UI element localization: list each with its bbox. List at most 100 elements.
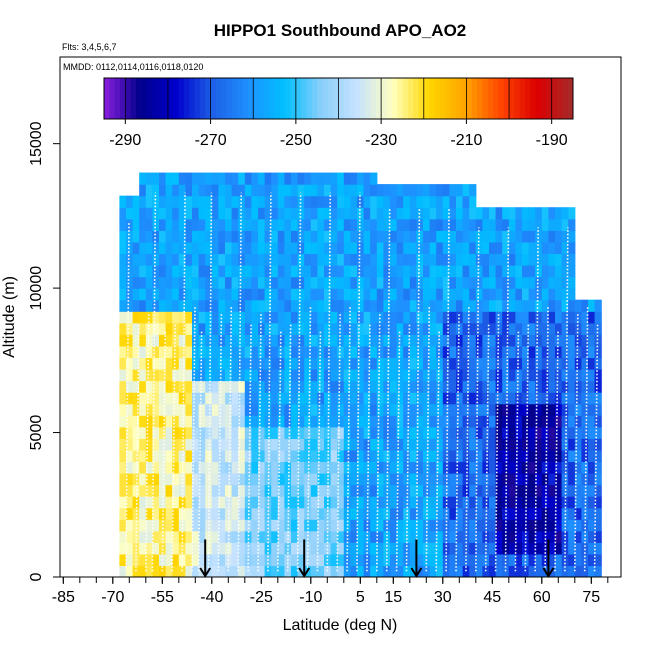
- heatmap-cell: [383, 369, 391, 382]
- heatmap-cell: [211, 241, 219, 255]
- heatmap-cell: [185, 230, 193, 243]
- heatmap-cell: [132, 369, 140, 382]
- heatmap-cell: [225, 334, 233, 347]
- colorbar-frame: [103, 77, 574, 120]
- heatmap-cell: [126, 322, 134, 335]
- heatmap-cell: [370, 507, 378, 520]
- heatmap-cell: [350, 299, 358, 312]
- heatmap-cell: [159, 438, 167, 451]
- heatmap-cell: [350, 218, 358, 231]
- heatmap-cell: [508, 345, 516, 359]
- heatmap-cell: [198, 519, 206, 532]
- heatmap-cell: [244, 369, 252, 382]
- heatmap-cell: [238, 415, 246, 428]
- heatmap-cell: [469, 519, 477, 532]
- heatmap-cell: [370, 195, 378, 208]
- heatmap-cell: [449, 519, 457, 532]
- heatmap-cell: [277, 241, 285, 255]
- heatmap-cell: [489, 438, 497, 451]
- mmdd-annotation: MMDD: 0112,0114,0116,0118,0120: [63, 62, 203, 72]
- heatmap-cell: [198, 230, 206, 243]
- heatmap-cell: [139, 530, 147, 543]
- heatmap-cell: [119, 288, 127, 301]
- heatmap-cell: [568, 449, 576, 463]
- heatmap-cell: [515, 207, 523, 220]
- flight-profile: [425, 305, 431, 572]
- heatmap-cell: [271, 519, 279, 532]
- heatmap-cell: [357, 322, 365, 335]
- flight-profile: [181, 192, 186, 572]
- heatmap-cell: [231, 299, 239, 312]
- heatmap-cell: [508, 392, 516, 405]
- heatmap-cell: [396, 484, 404, 497]
- heatmap-cell: [172, 484, 180, 497]
- heatmap-cell: [515, 345, 523, 359]
- heatmap-cell: [376, 565, 384, 577]
- heatmap-cell: [568, 380, 576, 393]
- heatmap-cell: [192, 426, 200, 439]
- heatmap-cell: [343, 311, 351, 324]
- colorbar-segment: [295, 78, 302, 119]
- heatmap-cell: [442, 345, 450, 359]
- heatmap-cell: [396, 438, 404, 451]
- heatmap-cell: [185, 345, 193, 359]
- heatmap-cell: [403, 265, 411, 278]
- heatmap-cell: [225, 265, 233, 278]
- heatmap-cell: [515, 507, 523, 520]
- heatmap-cell: [588, 519, 596, 532]
- heatmap-cell: [218, 172, 226, 185]
- heatmap-cell: [390, 392, 398, 405]
- heatmap-cell: [390, 253, 398, 266]
- heatmap-cell: [370, 369, 378, 382]
- heatmap-cell: [396, 553, 404, 567]
- heatmap-cell: [324, 461, 332, 474]
- heatmap-cell: [390, 184, 398, 197]
- heatmap-cell: [403, 311, 411, 324]
- heatmap-cell: [429, 184, 437, 197]
- heatmap-cell: [462, 311, 470, 324]
- heatmap-cell: [568, 207, 576, 220]
- heatmap-cell: [178, 288, 186, 301]
- heatmap-cell: [495, 218, 503, 231]
- heatmap-cell: [198, 507, 206, 520]
- heatmap-cell: [119, 276, 127, 289]
- heatmap-cell: [462, 276, 470, 289]
- heatmap-cell: [238, 565, 246, 577]
- heatmap-cell: [198, 484, 206, 497]
- heatmap-cell: [449, 565, 457, 577]
- heatmap-cell: [508, 403, 516, 416]
- heatmap-cell: [350, 265, 358, 278]
- heatmap-cell: [350, 253, 358, 266]
- flight-profile: [395, 331, 401, 572]
- heatmap-cell: [555, 345, 563, 359]
- heatmap-cell: [337, 253, 345, 266]
- heatmap-cell: [456, 530, 464, 543]
- heatmap-cell: [502, 496, 510, 509]
- colorbar-segment: [466, 78, 473, 119]
- heatmap-cell: [376, 311, 384, 324]
- heatmap-cell: [581, 380, 589, 393]
- heatmap-cell: [258, 426, 266, 439]
- heatmap-cell: [145, 334, 153, 347]
- heatmap-cell: [185, 461, 193, 474]
- heatmap-cell: [238, 438, 246, 451]
- heatmap-cell: [284, 473, 292, 486]
- heatmap-cell: [244, 299, 252, 312]
- heatmap-cell: [291, 426, 299, 439]
- heatmap-cell: [225, 392, 233, 405]
- heatmap-cell: [548, 322, 556, 335]
- heatmap-cell: [264, 380, 272, 393]
- heatmap-cell: [264, 449, 272, 463]
- heatmap-cell: [159, 207, 167, 220]
- heatmap-cell: [508, 542, 516, 555]
- heatmap-cell: [238, 507, 246, 520]
- heatmap-cell: [119, 218, 127, 231]
- heatmap-cell: [588, 496, 596, 509]
- heatmap-cell: [330, 449, 338, 463]
- heatmap-cell: [119, 392, 127, 405]
- heatmap-cell: [541, 449, 549, 463]
- heatmap-cell: [357, 184, 365, 197]
- heatmap-cell: [475, 530, 483, 543]
- heatmap-cell: [271, 380, 279, 393]
- heatmap-cell: [495, 496, 503, 509]
